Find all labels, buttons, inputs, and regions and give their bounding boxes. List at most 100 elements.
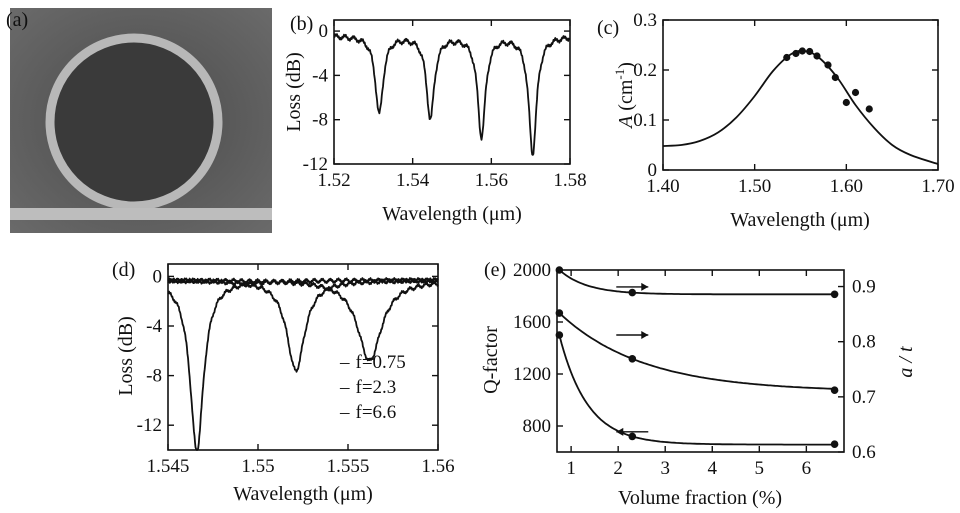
panel-a: (a) (6, 8, 272, 233)
c-ytick-label-3: 0.3 (633, 10, 657, 31)
c-data-point-4 (813, 52, 821, 60)
d-ytick-label-3: -12 (137, 415, 162, 436)
d-xtick-label-3: 1.56 (421, 456, 454, 477)
c-ytick-label-0: 0 (648, 160, 658, 181)
y-axis-sup-c: -1 (612, 69, 627, 80)
plot-frame-c (662, 19, 939, 171)
c-data-point-7 (842, 98, 850, 107)
d-series-1 (167, 277, 439, 373)
axis-arrows-e (616, 282, 649, 436)
d-ytick-label-0: 0 (153, 266, 163, 287)
c-xtick-label-2: 1.60 (830, 176, 863, 197)
y-axis-symbol-c: A (615, 115, 637, 130)
b-ytick-label-0: 0 (319, 21, 329, 42)
c-data-point-1 (792, 49, 800, 58)
panel-d: (d) 1.545 1.55 1.555 1.56 0 -4 -8 -12 – f=0.75 –… (112, 259, 455, 505)
c-data-point-8 (851, 88, 860, 97)
e-series-0 (558, 334, 835, 446)
e-series-0-point-1 (628, 432, 637, 441)
c-data-point-2 (798, 47, 806, 55)
e-series-0-point-2 (830, 440, 839, 449)
panel-label-d: (d) (112, 259, 135, 281)
c-data-point-9 (865, 105, 873, 113)
e-y2tick-label-1: 0.7 (852, 387, 876, 408)
e-series-2 (558, 269, 835, 296)
plot-frame-e (556, 269, 845, 453)
d-series-2 (167, 277, 439, 362)
b-ytick-label-1: -4 (312, 65, 328, 86)
e-xtick-label-0: 1 (566, 458, 576, 479)
x-axis-title-e: Volume fraction (%) (618, 487, 782, 509)
b-xtick-label-0: 1.52 (317, 170, 350, 191)
d-xtick-label-0: 1.545 (147, 456, 190, 477)
x-axis-title-d: Wavelength (μm) (233, 483, 373, 505)
e-arrow-head-2 (641, 282, 649, 291)
e-xtick-label-1: 2 (613, 458, 623, 479)
d-ytick-label-2: -8 (146, 366, 162, 387)
e-y2tick-label-0: 0.6 (852, 442, 876, 463)
e-ytick-label-1: 1200 (513, 364, 551, 385)
e-arrow-head-0 (616, 427, 624, 436)
curves-e (555, 266, 839, 449)
ticks-c: 1.40 1.50 1.60 1.70 0 0.1 0.2 0.3 (633, 10, 954, 197)
y2-axis-title-e: a / t (895, 346, 917, 378)
e-series-1-point-2 (830, 386, 839, 395)
panel-label-c: (c) (597, 17, 619, 39)
y-axis-close-c: ) (615, 62, 637, 69)
e-ytick-label-3: 2000 (513, 260, 551, 281)
c-data-point-5 (824, 61, 832, 69)
e-ytick-label-0: 800 (523, 416, 552, 437)
e-series-1 (558, 312, 835, 390)
e-series-2-point-0 (555, 266, 564, 274)
y-axis-title-c: A (cm-1) (612, 62, 637, 130)
ticks-b: 1.52 1.54 1.56 1.58 0 -4 -8 -12 (303, 20, 587, 191)
b-xtick-label-2: 1.56 (475, 170, 508, 191)
e-ytick-label-2: 1600 (513, 312, 551, 333)
fit-curve-c (662, 49, 939, 165)
e-series-1-point-0 (555, 309, 564, 317)
b-ytick-label-3: -12 (303, 154, 328, 175)
legend-item-3: – f=6.6 (339, 402, 396, 423)
e-xtick-label-5: 6 (802, 458, 812, 479)
c-xtick-label-3: 1.70 (921, 176, 954, 197)
e-y2tick-label-3: 0.9 (852, 277, 876, 298)
b-xtick-label-3: 1.58 (553, 170, 586, 191)
data-points-c (783, 47, 873, 113)
y-axis-unit-c: (cm (615, 79, 637, 116)
plot-frame-d (167, 263, 439, 451)
e-xtick-label-3: 4 (708, 458, 718, 479)
loss-spectrum-b (333, 33, 571, 156)
e-y2tick-label-2: 0.8 (852, 332, 876, 353)
panel-b: (b) 1.52 1.54 1.56 1.58 0 -4 -8 -12 Wavelength … (283, 13, 587, 225)
e-series-1-point-1 (628, 354, 637, 363)
e-xtick-label-2: 3 (660, 458, 670, 479)
ring-resonator (45, 33, 223, 211)
panel-label-a: (a) (6, 9, 28, 31)
c-data-point-0 (783, 53, 791, 62)
e-arrow-head-1 (641, 331, 649, 339)
panel-label-b: (b) (290, 13, 313, 35)
plot-frame-b (333, 19, 571, 165)
c-ytick-label-1: 0.1 (633, 110, 657, 131)
legend-item-1: – f=0.75 (339, 352, 406, 373)
d-ytick-label-1: -4 (146, 316, 162, 337)
x-axis-title-b: Wavelength (μm) (382, 203, 522, 225)
c-data-point-3 (806, 47, 814, 56)
panel-label-e: (e) (484, 259, 506, 281)
e-series-2-point-1 (628, 288, 637, 297)
e-series-0-point-0 (555, 331, 564, 339)
legend-d: – f=0.75 – f=2.3 – f=6.6 (339, 352, 406, 423)
bus-waveguide (10, 208, 272, 220)
y-axis-title-d: Loss (dB) (115, 316, 137, 395)
c-ytick-label-2: 0.2 (633, 60, 657, 81)
c-xtick-label-1: 1.50 (738, 176, 771, 197)
legend-item-2: – f=2.3 (339, 377, 396, 398)
e-xtick-label-4: 5 (755, 458, 765, 479)
y-axis-title-e: Q-factor (480, 326, 502, 394)
c-xtick-label-0: 1.40 (646, 176, 679, 197)
loss-spectra-d (167, 277, 439, 451)
panel-c: (c) 1.40 1.50 1.60 1.70 0 0.1 0.2 0.3 Wavelengt… (597, 10, 955, 231)
ticks-e: 1 2 3 4 5 6 800 1200 1600 2000 0.6 0.7 0.8 0.9 (513, 260, 876, 479)
d-xtick-label-1: 1.55 (241, 456, 274, 477)
